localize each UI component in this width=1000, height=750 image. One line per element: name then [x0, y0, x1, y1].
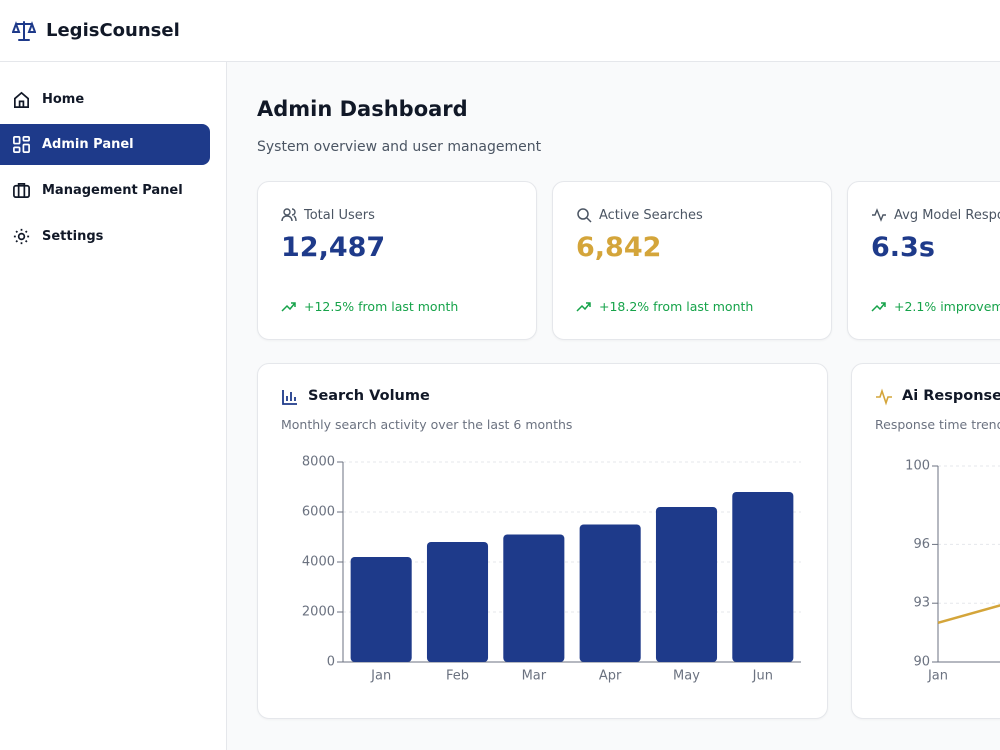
y-tick-label: 93 [913, 596, 930, 611]
x-tick-label: Jun [752, 669, 773, 684]
bar-chart: 0 2000 4000 6000 8000 Jan Feb Mar Apr May Jun [302, 455, 801, 684]
x-tick-label: Jan [927, 669, 948, 684]
y-tick-label: 6000 [302, 505, 335, 520]
top-bar: LegisCounsel [0, 0, 1000, 62]
bar [426, 542, 489, 662]
stat-card: Total Users 12,487 +12.5% from last mont… [257, 181, 537, 340]
chart-subtitle: Monthly search activity over the last 6 … [281, 417, 573, 432]
y-tick-label: 4000 [302, 555, 335, 570]
stat-card: Active Searches 6,842 +18.2% from last m… [552, 181, 832, 340]
line [937, 604, 1000, 625]
stat-card: Avg Model Response Time 6.3s +2.1% impro… [847, 181, 1000, 340]
trend-icon [871, 302, 886, 312]
stat-change: +18.2% from last month [599, 299, 754, 314]
trend-icon [576, 302, 591, 312]
nav-label: Management Panel [42, 183, 183, 198]
x-tick-label: Apr [599, 669, 622, 684]
activity-icon [876, 388, 892, 406]
x-tick-label: Feb [446, 669, 469, 684]
page-subtitle: System overview and user management [257, 139, 542, 155]
nav-item[interactable]: Settings [0, 216, 210, 257]
stat-change: +2.1% improvement [894, 299, 1000, 314]
stat-value: 6,842 [576, 232, 662, 263]
bar [350, 557, 412, 662]
sidebar: Home Admin Panel Management Panel Settin… [0, 62, 227, 750]
admin-icon [13, 136, 30, 153]
page-title: Admin Dashboard [257, 97, 468, 121]
stat-label: Total Users [304, 208, 375, 223]
trend-icon [281, 302, 296, 312]
line-chart: 90 93 96 100 Jan [905, 459, 1000, 684]
stat-change: +12.5% from last month [304, 299, 459, 314]
chart-icon [282, 390, 297, 405]
nav-item[interactable]: Admin Panel [0, 124, 210, 165]
settings-icon [13, 228, 30, 245]
nav-label: Settings [42, 229, 104, 244]
briefcase-icon [13, 182, 30, 199]
chart-subtitle: Response time trends [875, 417, 1000, 432]
bar [732, 492, 794, 662]
stat-value: 12,487 [281, 232, 386, 263]
bar [579, 524, 641, 662]
y-tick-label: 0 [327, 655, 335, 670]
chart-title: Ai Response Time [902, 388, 1000, 404]
x-tick-label: Jan [370, 669, 391, 684]
nav-label: Admin Panel [42, 137, 134, 152]
x-tick-label: Mar [522, 669, 547, 684]
y-tick-label: 96 [913, 537, 930, 552]
home-icon [13, 91, 30, 108]
chart-card: Ai Response Time Response time trends 90… [851, 363, 1000, 719]
users-icon [281, 208, 297, 222]
search-icon [577, 208, 592, 223]
bar [503, 534, 565, 662]
y-tick-label: 2000 [302, 605, 335, 620]
activity-icon [872, 208, 886, 222]
chart-card: Search Volume Monthly search activity ov… [257, 363, 828, 719]
y-tick-label: 90 [913, 655, 930, 670]
brand[interactable]: LegisCounsel [46, 20, 180, 41]
content: Admin Dashboard System overview and user… [227, 62, 1000, 750]
nav-item[interactable]: Home [0, 79, 210, 120]
chart-title: Search Volume [308, 388, 430, 404]
nav-label: Home [42, 92, 85, 107]
logo-icon [12, 21, 36, 41]
bar [655, 507, 718, 662]
nav-item[interactable]: Management Panel [0, 170, 210, 211]
y-tick-label: 8000 [302, 455, 335, 470]
stat-label: Active Searches [599, 208, 703, 223]
x-tick-label: May [673, 669, 700, 684]
y-tick-label: 100 [905, 459, 930, 474]
stat-value: 6.3s [871, 232, 935, 263]
stat-label: Avg Model Response Time [894, 208, 1000, 223]
